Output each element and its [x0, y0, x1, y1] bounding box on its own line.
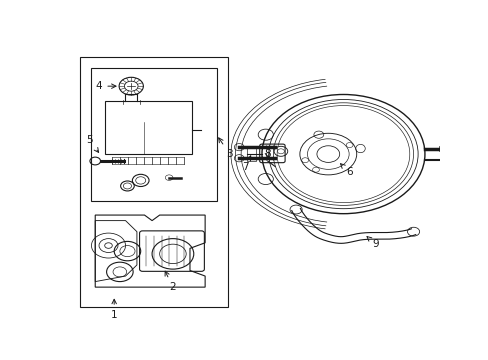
Bar	[246, 147, 256, 161]
Text: 5: 5	[86, 135, 99, 152]
Text: 2: 2	[165, 271, 176, 292]
Text: 8: 8	[264, 149, 270, 159]
Bar	[80, 57, 227, 307]
Text: 4: 4	[96, 81, 116, 91]
Text: 6: 6	[340, 164, 352, 177]
Text: 9: 9	[366, 237, 378, 249]
Text: 1: 1	[111, 299, 117, 320]
Text: 7: 7	[241, 156, 250, 172]
Bar	[91, 68, 216, 201]
Text: 3: 3	[218, 138, 233, 159]
Bar	[104, 102, 191, 154]
